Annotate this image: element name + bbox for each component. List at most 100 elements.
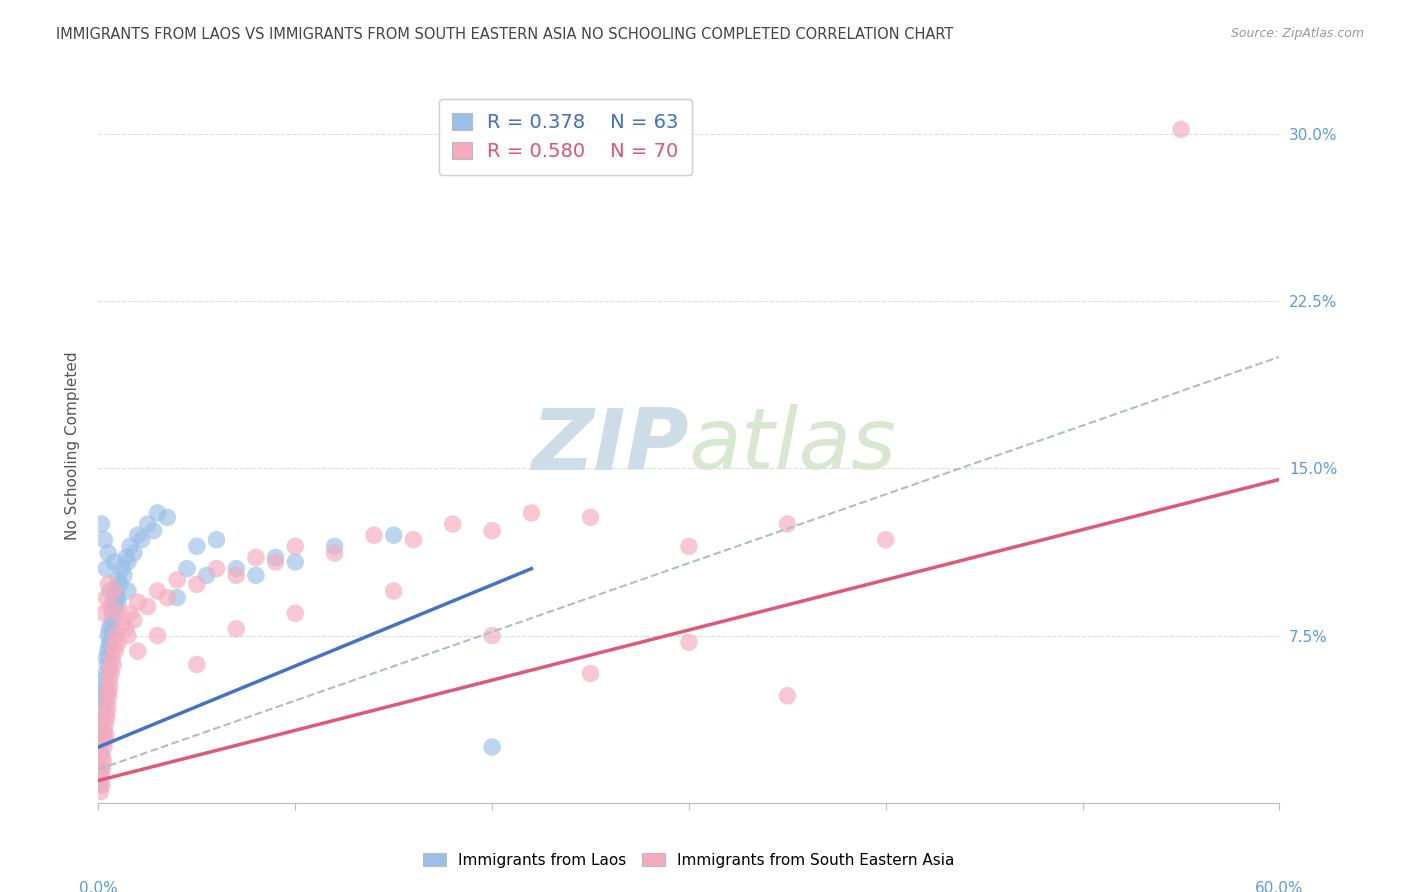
Point <box>103 583 125 598</box>
Point <box>363 528 385 542</box>
Point <box>91 751 114 765</box>
Point <box>142 524 165 538</box>
Point <box>93 756 115 770</box>
Point <box>104 644 127 658</box>
Point <box>91 717 114 731</box>
Point <box>97 640 120 654</box>
Point <box>156 591 179 605</box>
Point <box>323 539 346 553</box>
Point <box>96 684 118 698</box>
Point <box>89 778 111 792</box>
Point <box>875 533 897 547</box>
Point <box>382 528 405 542</box>
Point <box>402 533 425 547</box>
Point <box>115 622 138 636</box>
Point <box>579 666 602 681</box>
Point <box>94 680 117 694</box>
Point <box>96 591 118 605</box>
Point <box>93 729 115 743</box>
Point <box>96 562 118 576</box>
Point <box>441 517 464 532</box>
Legend: Immigrants from Laos, Immigrants from South Eastern Asia: Immigrants from Laos, Immigrants from So… <box>416 845 962 875</box>
Point <box>94 729 117 743</box>
Point <box>156 510 179 524</box>
Point <box>146 583 169 598</box>
Point <box>245 550 267 565</box>
Point <box>98 680 121 694</box>
Point <box>481 524 503 538</box>
Point <box>103 555 125 569</box>
Point <box>107 607 129 621</box>
Point <box>96 696 118 710</box>
Point <box>264 555 287 569</box>
Legend: R = 0.378    N = 63, R = 0.580    N = 70: R = 0.378 N = 63, R = 0.580 N = 70 <box>439 99 692 175</box>
Point <box>98 635 121 649</box>
Point <box>100 666 122 681</box>
Point <box>136 517 159 532</box>
Point <box>97 689 120 703</box>
Point <box>264 550 287 565</box>
Text: 60.0%: 60.0% <box>1256 881 1303 892</box>
Point <box>101 607 124 621</box>
Point <box>93 733 115 747</box>
Point <box>96 706 118 721</box>
Point <box>97 644 120 658</box>
Point <box>93 696 115 710</box>
Point <box>101 628 124 642</box>
Point <box>127 528 149 542</box>
Point <box>520 506 543 520</box>
Point <box>107 635 129 649</box>
Text: 0.0%: 0.0% <box>79 881 118 892</box>
Point <box>166 573 188 587</box>
Point <box>146 628 169 642</box>
Point <box>98 622 121 636</box>
Point <box>93 740 115 755</box>
Point <box>89 785 111 799</box>
Point <box>127 595 149 609</box>
Point <box>94 666 117 681</box>
Point <box>108 577 131 591</box>
Point <box>93 724 115 739</box>
Text: atlas: atlas <box>689 404 897 488</box>
Point <box>225 562 247 576</box>
Point <box>225 568 247 582</box>
Point <box>93 533 115 547</box>
Point <box>284 555 307 569</box>
Text: IMMIGRANTS FROM LAOS VS IMMIGRANTS FROM SOUTH EASTERN ASIA NO SCHOOLING COMPLETE: IMMIGRANTS FROM LAOS VS IMMIGRANTS FROM … <box>56 27 953 42</box>
Point <box>98 662 121 676</box>
Point <box>98 583 121 598</box>
Point <box>115 550 138 565</box>
Point <box>122 546 145 560</box>
Point <box>284 539 307 553</box>
Point <box>98 651 121 665</box>
Point <box>103 657 125 672</box>
Point <box>93 673 115 687</box>
Point <box>105 628 128 642</box>
Point <box>112 568 135 582</box>
Point <box>186 577 208 591</box>
Point <box>166 591 188 605</box>
Point <box>91 762 114 776</box>
Point <box>97 577 120 591</box>
Point <box>96 651 118 665</box>
Point <box>90 769 112 783</box>
Point <box>186 657 208 672</box>
Point <box>117 628 139 642</box>
Point <box>97 684 120 698</box>
Point <box>107 573 129 587</box>
Point <box>97 546 120 560</box>
Point <box>96 711 118 725</box>
Point <box>91 778 114 792</box>
Point <box>93 689 115 703</box>
Point <box>111 562 134 576</box>
Point <box>90 517 112 532</box>
Point <box>117 555 139 569</box>
Point <box>205 562 228 576</box>
Point <box>117 583 139 598</box>
Point <box>96 657 118 672</box>
Point <box>205 533 228 547</box>
Point <box>481 628 503 642</box>
Point <box>186 539 208 553</box>
Point <box>90 747 112 761</box>
Point <box>103 613 125 627</box>
